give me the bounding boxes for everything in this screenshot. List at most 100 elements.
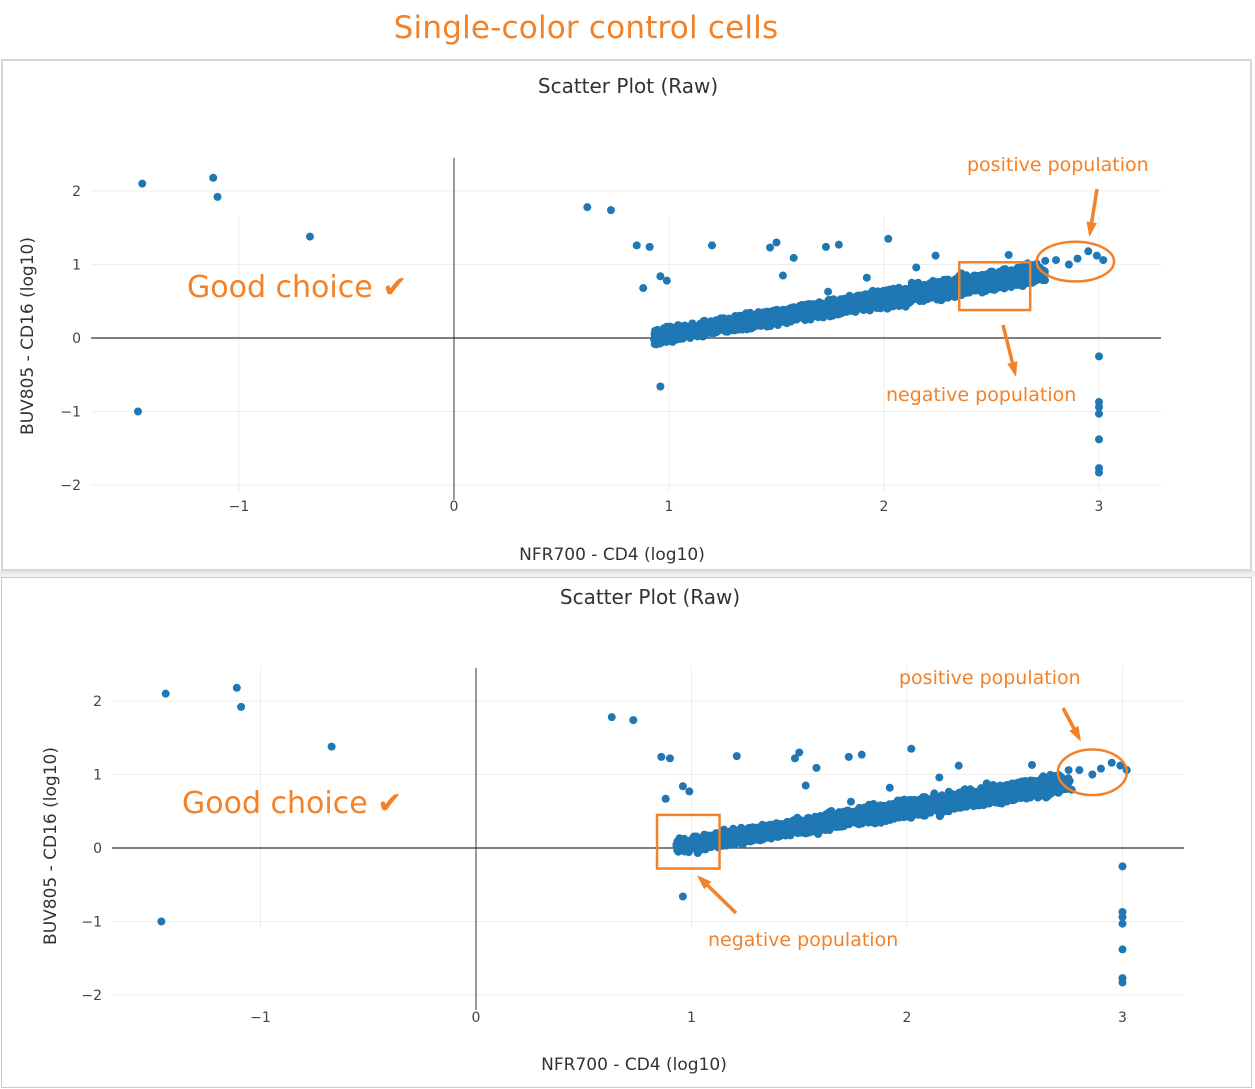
- page-title: Single-color control cells: [393, 10, 779, 46]
- data-point: [653, 325, 662, 334]
- data-point: [1041, 256, 1050, 265]
- data-point: [639, 284, 648, 293]
- data-point: [847, 306, 856, 315]
- data-point: [1095, 409, 1103, 418]
- data-point: [632, 241, 641, 250]
- data-point: [855, 304, 864, 313]
- data-point: [814, 304, 823, 313]
- negative-population-gate: [958, 261, 1032, 312]
- data-point: [213, 192, 222, 201]
- data-point: [1092, 251, 1101, 260]
- data-point: [706, 327, 715, 336]
- data-point: [708, 241, 716, 250]
- data-point: [847, 293, 856, 302]
- x-tick-label: 0: [472, 1010, 481, 1026]
- data-point: [606, 206, 615, 215]
- positive-arrow-head: [1086, 221, 1097, 237]
- data-point: [662, 276, 671, 285]
- data-point: [778, 271, 787, 280]
- x-tick-label: 3: [1118, 1010, 1127, 1026]
- data-point: [657, 336, 666, 345]
- negative-population-label: negative population: [886, 384, 1076, 406]
- data-point: [931, 251, 940, 260]
- x-axis-title: NFR700 - CD4 (log10): [519, 545, 705, 565]
- data-point: [880, 299, 889, 308]
- data-point: [1004, 250, 1013, 259]
- data-point: [209, 173, 218, 182]
- data-point: [967, 282, 976, 291]
- x-tick-label: 3: [1095, 499, 1104, 515]
- data-point: [305, 232, 314, 241]
- y-tick-label: 1: [93, 768, 102, 784]
- data-point: [675, 335, 684, 343]
- point-cloud: [672, 770, 1076, 857]
- scatter-panel-top: Scatter Plot (Raw) −1 0 1 2 3 −2 −1 0 1 2 NFR700 - …: [1, 59, 1252, 571]
- data-point: [656, 382, 665, 391]
- point-cloud: [650, 259, 1049, 349]
- data-point: [719, 319, 728, 327]
- data-point: [133, 407, 142, 416]
- data-point: [784, 315, 793, 324]
- data-point: [799, 311, 807, 320]
- data-point: [748, 311, 757, 319]
- data-point: [138, 179, 147, 188]
- data-point: [688, 321, 696, 330]
- data-point: [930, 287, 939, 296]
- data-point: [802, 300, 811, 309]
- x-tick-label: 1: [687, 1010, 696, 1026]
- data-point: [863, 293, 872, 302]
- positive-population-gate: [1035, 240, 1116, 283]
- data-point: [738, 320, 746, 329]
- data-point: [888, 298, 897, 307]
- data-point: [645, 242, 654, 251]
- data-point: [1095, 403, 1103, 412]
- data-point: [583, 203, 592, 212]
- y-tick-label: 0: [72, 331, 81, 347]
- y-tick-label: 2: [93, 694, 102, 710]
- data-point: [834, 240, 843, 249]
- y-tick-label: −2: [60, 478, 81, 494]
- data-point: [667, 331, 676, 340]
- data-point: [905, 285, 914, 294]
- data-point: [726, 320, 735, 329]
- x-tick-label: 2: [903, 1010, 912, 1026]
- y-tick-label: −2: [81, 988, 102, 1004]
- x-tick-label: 2: [880, 499, 889, 515]
- data-point: [1095, 468, 1103, 477]
- chart-title: Scatter Plot (Raw): [538, 74, 718, 98]
- data-point: [995, 276, 1004, 285]
- data-point: [772, 238, 781, 247]
- positive-population-label: positive population: [967, 154, 1149, 176]
- data-point: [1084, 247, 1093, 256]
- x-tick-label: 1: [665, 499, 674, 515]
- data-point: [912, 263, 921, 272]
- data-point: [946, 287, 955, 296]
- data-point: [1064, 260, 1073, 269]
- y-axis-title: BUV805 - CD16 (log10): [18, 237, 38, 435]
- data-point: [1099, 256, 1108, 265]
- data-point: [824, 287, 833, 296]
- data-point: [850, 299, 859, 308]
- y-axis-title: BUV805 - CD16 (log10): [41, 747, 61, 945]
- data-point: [765, 320, 774, 328]
- data-point: [692, 329, 701, 338]
- data-point: [1022, 262, 1031, 271]
- x-axis-title: NFR700 - CD4 (log10): [541, 1055, 727, 1075]
- y-tick-label: −1: [60, 405, 81, 421]
- data-point: [805, 309, 814, 318]
- panel-divider: [0, 571, 1255, 577]
- data-point: [1052, 256, 1060, 265]
- scatter-panel-bottom: Scatter Plot (Raw) −1 0 1 2 3 −2 −1 0 1 2 NFR700 - …: [1, 577, 1252, 1088]
- chart-title: Scatter Plot (Raw): [560, 585, 740, 609]
- data-point: [1095, 352, 1103, 361]
- data-point: [763, 311, 771, 320]
- data-point: [991, 285, 1000, 294]
- data-point: [686, 330, 695, 338]
- y-tick-label: 1: [72, 258, 81, 274]
- y-tick-label: 2: [72, 184, 81, 200]
- data-point: [1022, 273, 1031, 282]
- data-point: [1035, 274, 1044, 283]
- negative-arrow-head: [1007, 361, 1018, 377]
